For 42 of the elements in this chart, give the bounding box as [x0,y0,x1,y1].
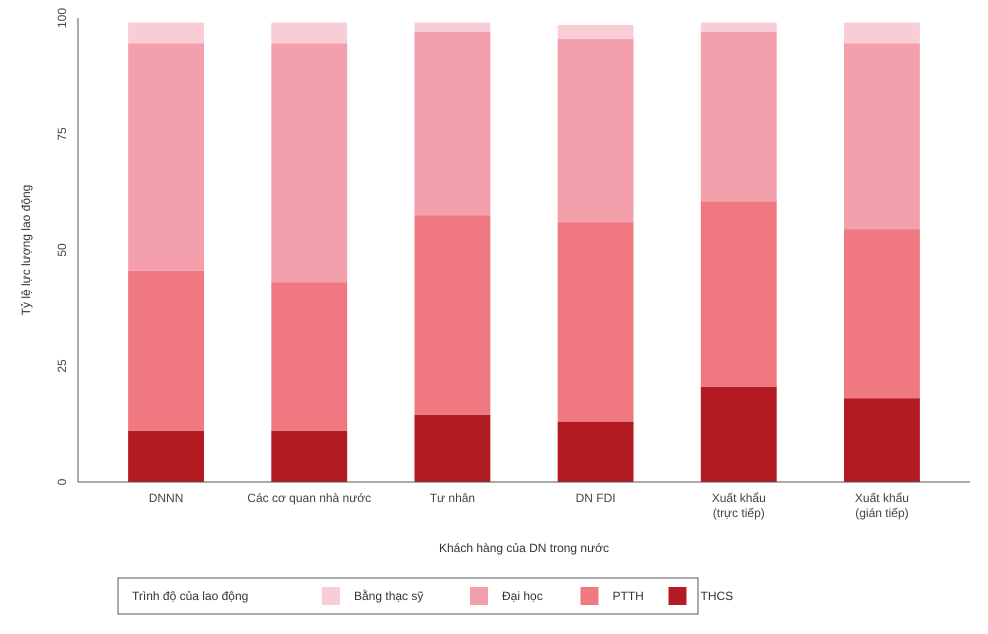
bar [844,44,920,230]
bar [700,22,777,32]
bar [844,398,920,482]
x-tick-label: DNNN [148,491,184,505]
bar [414,414,490,482]
bar [558,24,634,39]
legend-label: THCS [700,589,734,603]
bar [128,44,204,271]
bar [128,430,204,482]
legend-label: PTTH [612,589,644,603]
bar [271,22,348,44]
x-tick-label: DN FDI [576,491,616,505]
y-tick-label: 100 [55,8,69,28]
bar [414,32,490,216]
bar [558,222,634,422]
bar [414,22,490,32]
x-tick-label: Các cơ quan nhà nước [247,491,372,505]
legend-label: Bằng thạc sỹ [354,589,424,603]
bar [700,32,777,202]
bar [844,229,920,398]
bar [414,215,490,415]
y-tick-label: 0 [55,478,69,486]
y-tick-label: 75 [55,127,69,141]
bar [558,38,634,222]
bar [700,386,777,482]
x-tick-label: Xuất khẩu (gián tiếp) [854,491,909,520]
y-axis-title: Tỷ lệ lực lượng lao động [19,184,33,316]
x-tick-label: Xuất khẩu (trực tiếp) [712,491,766,520]
bar [128,270,204,431]
y-tick-label: 50 [55,243,69,257]
bar [844,22,920,44]
x-axis-title: Khách hàng của DN trong nước [439,541,609,555]
bar [271,44,348,282]
bar [700,201,777,387]
y-tick-label: 25 [55,359,69,373]
bar [271,430,348,482]
legend-title: Trình độ của lao động [132,589,248,603]
bar [128,22,204,44]
x-tick-label: Tư nhân [430,491,476,505]
legend-label: Đại học [502,589,543,603]
bar [558,422,634,482]
bar [271,282,348,431]
